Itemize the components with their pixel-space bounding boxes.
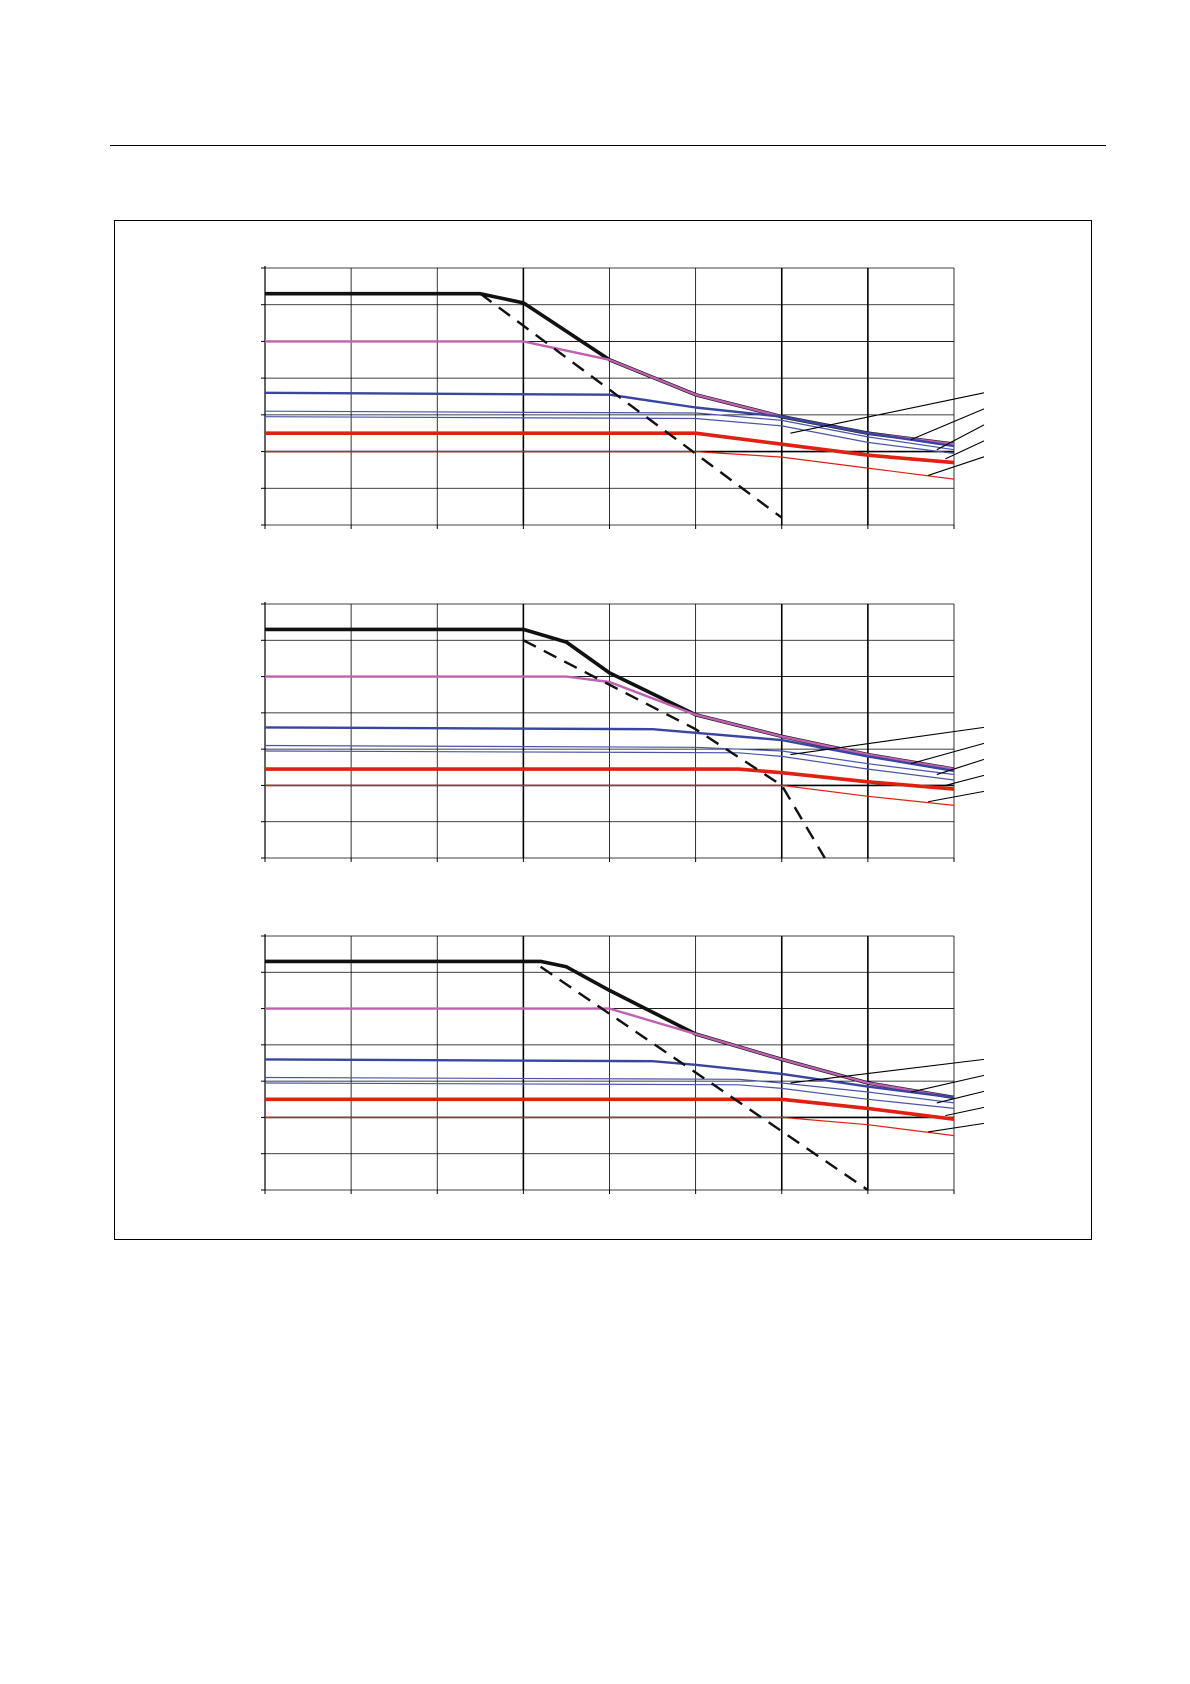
series-line-2 — [265, 1007, 955, 1099]
series-line-3 — [264, 1058, 955, 1099]
series-line-8 — [479, 292, 783, 519]
callout-leader-line — [945, 440, 985, 460]
series-line-8 — [522, 639, 826, 859]
series-line-3 — [264, 391, 955, 448]
series-line-5 — [264, 1082, 955, 1109]
series-line-4 — [264, 410, 955, 451]
series-line-7 — [265, 1116, 955, 1137]
chart-3 — [261, 934, 985, 1194]
callout-leader-line — [936, 758, 985, 776]
callout-leader-line — [910, 408, 985, 441]
series-line-7 — [265, 451, 955, 480]
series-line-5 — [264, 416, 955, 454]
series-line-2 — [265, 675, 955, 771]
series-line-6 — [265, 1097, 955, 1121]
series-line-6 — [265, 767, 955, 791]
callout-leader-line — [790, 726, 985, 756]
series-line-3 — [264, 726, 955, 773]
callout-leader-line — [910, 1074, 985, 1093]
series-line-6 — [265, 431, 955, 465]
callout-leader-line — [928, 790, 985, 803]
callout-leader-line — [936, 1090, 985, 1104]
callout-leader-line — [927, 456, 985, 476]
callout-leader-line — [790, 1058, 985, 1084]
figure-frame — [114, 220, 1092, 1240]
callout-leader-line — [790, 392, 985, 434]
series-line-4 — [264, 1076, 955, 1104]
callout-leader-line — [936, 424, 985, 451]
series-line-8 — [539, 965, 869, 1191]
callout-leader-line — [928, 1122, 985, 1133]
series-line-5 — [264, 750, 955, 781]
callout-leader-line — [945, 1106, 985, 1117]
series-line-4 — [264, 744, 955, 776]
chart-2 — [261, 602, 985, 862]
series-line-7 — [265, 784, 955, 806]
header-rule — [110, 145, 1106, 146]
callout-leader-line — [945, 774, 985, 786]
callout-leader-line — [910, 742, 985, 765]
chart-1 — [261, 266, 985, 529]
